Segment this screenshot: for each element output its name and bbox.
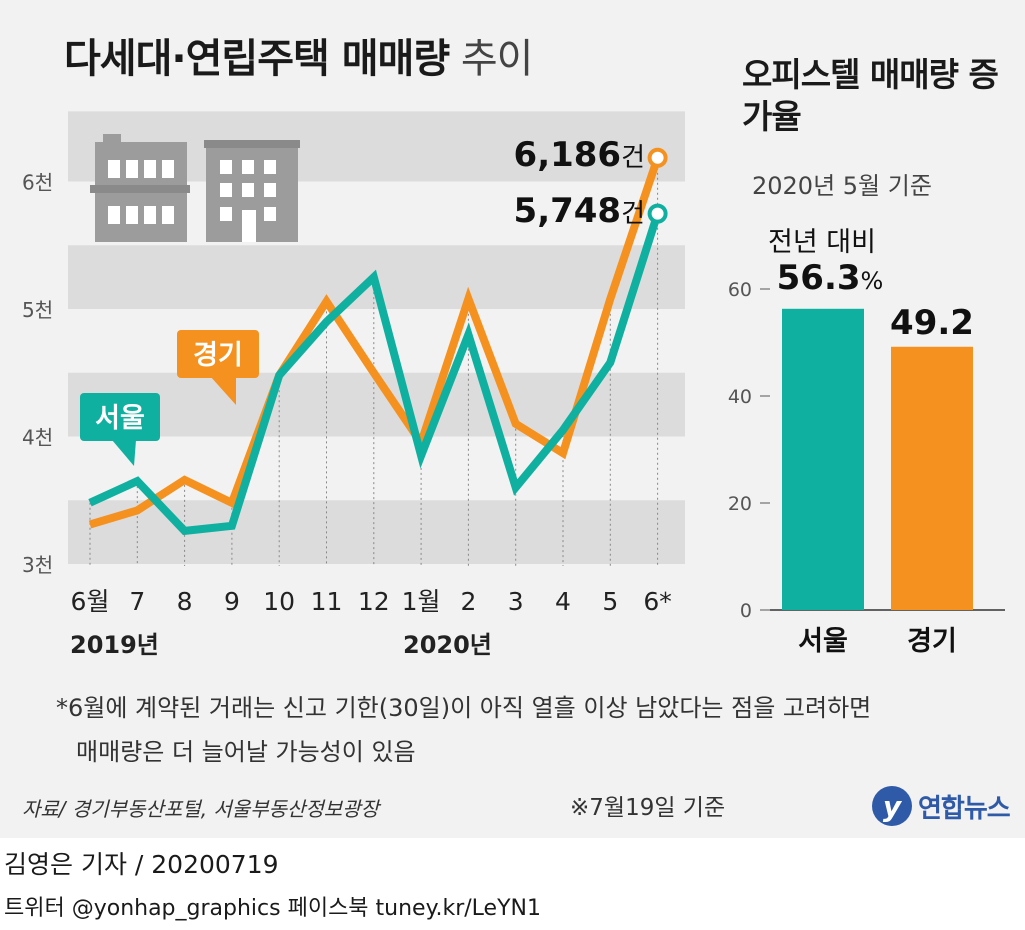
yonhap-logo: y 연합뉴스: [872, 784, 1011, 828]
x-tick-label: 4: [555, 587, 571, 616]
credit-line: 김영은 기자 / 20200719: [4, 850, 279, 879]
footnote-line-1: *6월에 계약된 거래는 신고 기한(30일)이 아직 열흘 이상 남았다는 점…: [56, 694, 872, 722]
side-chart-subtitle: 2020년 5월 기준: [752, 172, 932, 200]
legend-gyeonggi: 경기: [193, 340, 243, 371]
bar-y-tick-label: 0: [740, 600, 752, 622]
x-tick-label: 5: [602, 587, 618, 616]
x-tick-label: 6월: [71, 587, 110, 616]
footnote-line-2: 매매량은 더 늘어날 가능성이 있음: [76, 738, 416, 766]
y-tick-label: 4천: [22, 426, 53, 450]
callout-pointer-gyeonggi: [210, 376, 236, 405]
end-value-label: 5,748건: [514, 191, 645, 231]
x-tick-label: 7: [129, 587, 145, 616]
x-tick-label: 10: [263, 587, 295, 616]
x-tick-label: 1월: [402, 587, 441, 616]
y-tick-label: 6천: [22, 171, 53, 195]
end-value-label: 6,186건: [514, 135, 645, 175]
callout-box-gyeonggi: [177, 330, 259, 378]
callout-pointer-seoul: [112, 440, 136, 466]
series-end-marker: [647, 203, 668, 224]
series-line-경기: [88, 156, 662, 529]
bar-y-tick-label: 40: [728, 386, 752, 408]
side-chart-title: 오피스텔 매매량 증가율: [742, 55, 999, 136]
x-tick-label: 3: [508, 587, 524, 616]
callout-box-seoul: [80, 393, 160, 441]
title-light: 추이: [449, 36, 534, 82]
bar-value-label: 56.3%: [777, 258, 884, 298]
basis-date: ※7월19일 기준: [570, 795, 726, 821]
bar-y-tick-label: 60: [728, 279, 752, 301]
bar-category-label: 경기: [907, 626, 957, 657]
legend-seoul: 서울: [95, 403, 145, 434]
y-tick-label: 5천: [22, 298, 53, 322]
x-tick-label: 9: [224, 587, 240, 616]
bar-경기: [891, 346, 973, 610]
x-tick-label: 8: [177, 587, 193, 616]
bar-category-label: 서울: [798, 626, 848, 657]
x-tick-label: 6*: [643, 587, 671, 616]
title-bold: 다세대·연립주택 매매량: [64, 36, 450, 82]
bar-y-tick-label: 20: [728, 493, 752, 515]
logo-text: 연합뉴스: [918, 793, 1011, 824]
y-tick-label: 3천: [22, 553, 53, 577]
contact-line: 트위터 @yonhap_graphics 페이스북 tuney.kr/LeYN1: [4, 896, 541, 921]
apartment-buildings-icon: [90, 134, 300, 242]
bar-value-label: 49.2: [890, 303, 974, 343]
year-label-2020: 2020년: [403, 631, 492, 659]
bar-서울: [782, 308, 864, 610]
page-title: 다세대·연립주택 매매량 추이: [64, 26, 534, 84]
source-text: 자료/ 경기부동산포털, 서울부동산정보광장: [22, 797, 380, 821]
series-line-서울: [88, 212, 662, 536]
bar-annotation: 전년 대비: [768, 227, 876, 258]
yonhap-logo-icon: y: [872, 786, 912, 826]
x-tick-label: 11: [311, 587, 343, 616]
series-end-marker: [647, 147, 668, 168]
year-label-2019: 2019년: [70, 631, 159, 659]
x-tick-label: 12: [358, 587, 390, 616]
x-tick-label: 2: [460, 587, 476, 616]
